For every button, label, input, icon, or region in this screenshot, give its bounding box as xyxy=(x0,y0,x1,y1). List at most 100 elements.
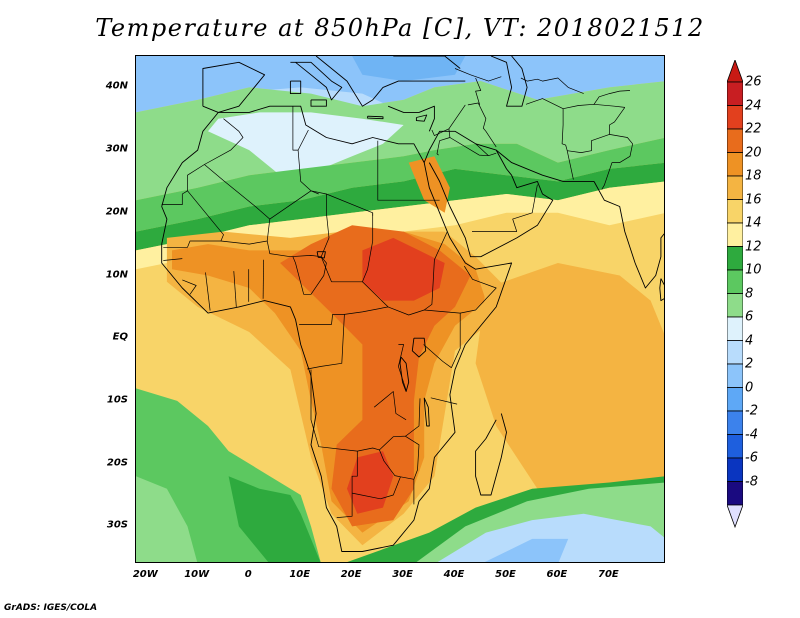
temperature-region-10 xyxy=(280,225,471,527)
color-bar-label: 14 xyxy=(745,215,762,231)
color-bar-box xyxy=(727,293,743,318)
country-border-5 xyxy=(266,240,322,258)
country-border-40 xyxy=(525,98,574,180)
lake-victoria xyxy=(411,337,427,358)
color-bar-over-triangle xyxy=(727,60,743,83)
country-border-29 xyxy=(352,476,401,500)
lon-tick-label: 20E xyxy=(340,569,362,580)
temperature-region-21 xyxy=(484,538,569,562)
country-border-25 xyxy=(460,265,497,314)
lake-malawi xyxy=(423,397,430,427)
country-border-2 xyxy=(161,164,205,205)
country-border-32 xyxy=(373,391,407,421)
temperature-region-0 xyxy=(136,56,664,113)
lake-tanganyika xyxy=(399,356,410,392)
color-bar-box xyxy=(727,410,743,435)
country-border-11 xyxy=(362,212,448,316)
temperature-region-2 xyxy=(352,56,466,82)
color-bar-label: -4 xyxy=(745,427,758,442)
coastline-india xyxy=(593,181,664,289)
color-bar-label: 20 xyxy=(745,145,762,160)
coastline-arabia xyxy=(423,130,554,258)
color-bar-under-triangle xyxy=(727,504,743,529)
map-plot-area xyxy=(135,55,665,563)
color-bar-label: -8 xyxy=(745,474,758,489)
temperature-region-6 xyxy=(136,162,664,251)
color-bar-box xyxy=(727,222,743,247)
coastline-sri-lanka xyxy=(659,278,664,302)
country-border-37 xyxy=(512,184,538,232)
lat-tick-label: 20S xyxy=(106,457,128,469)
color-bar-box xyxy=(727,81,743,106)
coastline-africa xyxy=(161,105,513,552)
country-border-22 xyxy=(398,344,407,391)
coastline-cyprus xyxy=(415,114,428,122)
color-bar-box xyxy=(727,434,743,459)
country-border-28 xyxy=(379,449,414,480)
color-bar-box xyxy=(727,199,743,224)
color-bar-label: 24 xyxy=(745,98,762,113)
lat-tick-label: 40N xyxy=(105,80,128,92)
color-bar-label: 2 xyxy=(745,356,754,372)
country-border-43 xyxy=(601,134,633,190)
country-border-21 xyxy=(307,314,345,370)
coastline-persian-gulf-iran xyxy=(495,149,594,182)
country-border-1 xyxy=(204,118,244,165)
temperature-region-5 xyxy=(136,137,664,232)
color-bar xyxy=(727,60,743,529)
country-border-45 xyxy=(475,77,482,105)
lon-tick-label: 50E xyxy=(495,569,516,580)
country-border-46 xyxy=(520,77,584,94)
temperature-region-7 xyxy=(136,181,664,270)
temperature-region-16 xyxy=(228,476,321,562)
country-border-39 xyxy=(467,102,497,148)
country-border-18 xyxy=(182,279,197,295)
country-border-16 xyxy=(233,271,237,307)
lat-tick-label: 10S xyxy=(106,394,128,406)
country-border-13 xyxy=(292,256,327,295)
lat-tick-label: 30S xyxy=(106,519,128,531)
lon-tick-label: 0 xyxy=(244,569,252,580)
country-border-4 xyxy=(220,219,271,245)
country-border-33 xyxy=(431,104,466,136)
color-bar-label: 4 xyxy=(745,333,754,348)
color-bar-box xyxy=(727,316,743,341)
coastline-black-sea-north xyxy=(393,56,461,69)
color-bar-label: -6 xyxy=(745,450,758,466)
temperature-region-3 xyxy=(136,81,664,201)
color-bar-box xyxy=(727,128,743,153)
country-border-36 xyxy=(449,137,489,157)
temperature-region-17 xyxy=(136,476,198,562)
lon-tick-label: 60E xyxy=(546,569,568,580)
country-border-3 xyxy=(163,190,224,248)
color-bar-box xyxy=(727,387,743,412)
color-bar-box xyxy=(727,246,743,271)
color-bar-label: 16 xyxy=(745,192,762,207)
color-bar-label: 22 xyxy=(745,121,762,137)
temperature-region-20 xyxy=(437,513,664,562)
country-border-31 xyxy=(430,397,458,405)
coastline-caspian xyxy=(490,56,528,107)
color-bar-box xyxy=(727,481,743,506)
country-border-44 xyxy=(454,68,502,82)
lat-tick-label: 30N xyxy=(105,143,128,155)
country-border-8 xyxy=(310,190,330,257)
country-border-42 xyxy=(567,107,626,153)
color-bar-label: 10 xyxy=(745,262,762,278)
country-border-27 xyxy=(336,451,358,518)
color-bar-box xyxy=(727,457,743,482)
lon-tick-label: 30E xyxy=(392,569,413,580)
color-bar-box xyxy=(727,175,743,200)
country-border-41 xyxy=(563,103,625,110)
color-bar-label: 26 xyxy=(745,74,762,90)
color-bar-box xyxy=(727,269,743,294)
lat-tick-label: EQ xyxy=(112,331,128,343)
country-border-20 xyxy=(299,306,389,325)
country-border-7 xyxy=(297,129,309,151)
coastline-balkans xyxy=(315,56,466,107)
software-credit: GrADS: IGES/COLA xyxy=(4,603,98,613)
coastline-sicily xyxy=(310,99,327,107)
lon-tick-label: 10W xyxy=(184,569,210,580)
country-border-30 xyxy=(404,435,420,505)
temperature-map xyxy=(136,56,664,562)
